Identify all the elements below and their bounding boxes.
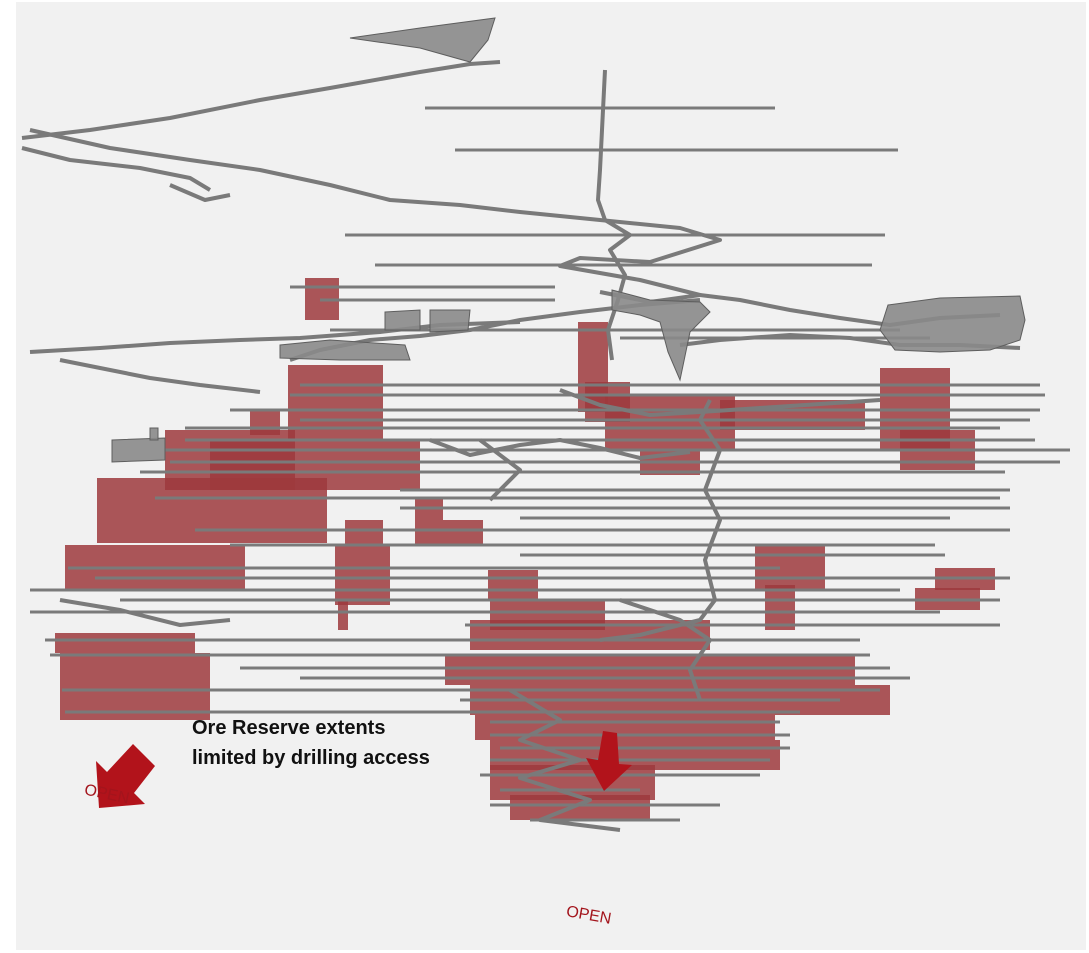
ore-block [345, 520, 383, 545]
ore-block [55, 633, 195, 653]
ore-block [60, 653, 210, 720]
stope-shape [384, 309, 421, 331]
ore-block [97, 478, 327, 543]
decline-segment [29, 128, 722, 304]
decline-segment [596, 69, 632, 361]
decline-segment [508, 688, 621, 832]
decline-segment [619, 598, 712, 701]
ore-block [510, 795, 650, 820]
stope-shape [349, 17, 496, 63]
ore-block [338, 600, 348, 630]
ore-block [415, 520, 483, 545]
stope-shape [149, 427, 159, 441]
decline-segment [59, 358, 261, 394]
decline-segment [599, 399, 722, 642]
decline-segment [59, 598, 231, 627]
stope-shape [279, 339, 411, 361]
decline-segment [478, 438, 522, 502]
open-arrow-right-icon [586, 731, 632, 791]
development-levels [30, 106, 1070, 822]
open-arrow-left-icon [96, 744, 155, 808]
decline-segment [559, 388, 881, 417]
ore-block [488, 570, 538, 600]
decline-workings [21, 60, 1021, 832]
ore-block [765, 585, 795, 630]
decline-segment [429, 438, 691, 460]
annotation-line-2: limited by drilling access [192, 747, 430, 769]
ore-reserve-annotation: Ore Reserve extents limited by drilling … [192, 713, 512, 773]
decline-segment [169, 183, 231, 202]
stope-shape [429, 309, 471, 333]
ore-block [335, 545, 390, 605]
stope-shapes [111, 17, 1026, 463]
stope-shape [611, 289, 711, 382]
ore-block [445, 655, 855, 685]
decline-segment [21, 146, 212, 192]
stope-shape [879, 295, 1026, 353]
decline-segment [21, 60, 501, 140]
annotation-line-1: Ore Reserve extents [192, 717, 386, 739]
stope-shape [111, 437, 166, 463]
